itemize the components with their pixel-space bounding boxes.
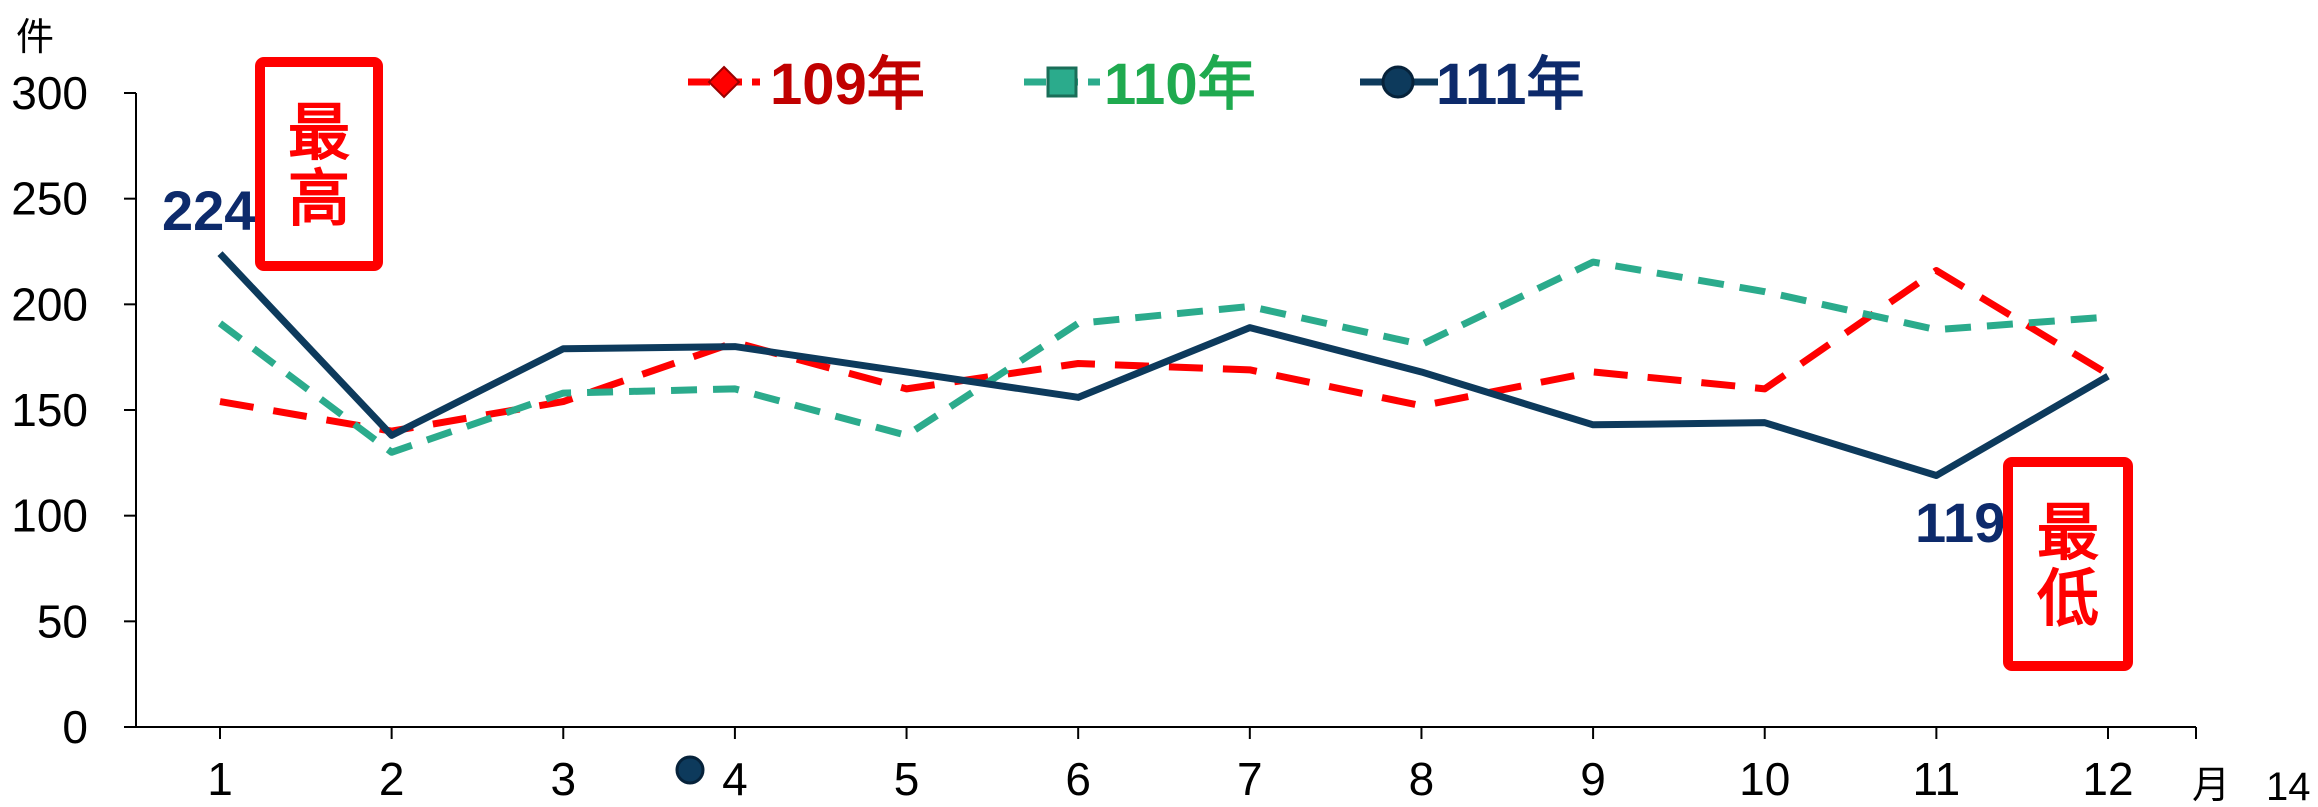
note-lowest-char: 低 (2037, 562, 2099, 635)
x-tick-label: 5 (894, 753, 920, 805)
legend-item: 109年 (688, 52, 925, 117)
series-line-2 (217, 258, 2109, 456)
legend-square-marker (1046, 66, 1078, 98)
series-line-1 (219, 267, 2110, 435)
y-tick-label: 100 (11, 490, 88, 542)
legend-circle-marker (1381, 65, 1415, 99)
x-tick-label: 4 (722, 753, 748, 805)
y-tick-label: 0 (62, 701, 88, 753)
note-highest-text: 最高 (288, 96, 350, 235)
data-label-min: 119 (1915, 491, 2005, 554)
legend-item: 111年 (1360, 52, 1584, 117)
x-tick-label: 2 (379, 753, 405, 805)
note-lowest: 最低 (2003, 457, 2133, 671)
y-tick-label: 300 (11, 67, 88, 119)
page-number: 14 (2266, 765, 2311, 807)
x-tick-label: 6 (1065, 753, 1091, 805)
x-tick-label: 7 (1237, 753, 1263, 805)
legend: 109年 110年 111年 (688, 52, 1584, 117)
stray-circle-marker (675, 755, 705, 785)
note-highest-frame (255, 57, 383, 271)
series-line-3 (217, 251, 2110, 480)
y-tick-label: 150 (11, 384, 88, 436)
note-highest: 最高 (255, 57, 383, 271)
x-axis-unit: 月 (2192, 763, 2230, 807)
x-tick-label: 3 (550, 753, 576, 805)
y-tick-label: 50 (37, 595, 88, 647)
series-lines (217, 251, 2110, 480)
data-label-max: 224 (162, 179, 255, 242)
x-tick-label: 12 (2082, 753, 2133, 805)
legend-label: 111年 (1436, 52, 1584, 117)
x-tick-label: 8 (1409, 753, 1435, 805)
legend-label: 109年 (770, 52, 925, 117)
x-tick-label: 11 (1912, 753, 1960, 805)
note-highest-char: 最 (288, 96, 350, 169)
x-tick-label: 9 (1580, 753, 1606, 805)
legend-label: 110年 (1104, 52, 1256, 117)
legend-diamond-marker (707, 65, 741, 99)
x-tick-label: 10 (1739, 753, 1790, 805)
note-lowest-char: 最 (2037, 496, 2099, 569)
legend-item: 110年 (1024, 52, 1256, 117)
y-tick-label: 200 (11, 278, 88, 330)
x-tick-label: 1 (207, 753, 233, 805)
note-lowest-frame (2003, 457, 2133, 671)
y-tick-label: 250 (11, 173, 88, 225)
y-axis-unit: 件 (16, 15, 54, 59)
note-highest-char: 高 (288, 162, 350, 235)
note-lowest-text: 最低 (2037, 496, 2099, 635)
